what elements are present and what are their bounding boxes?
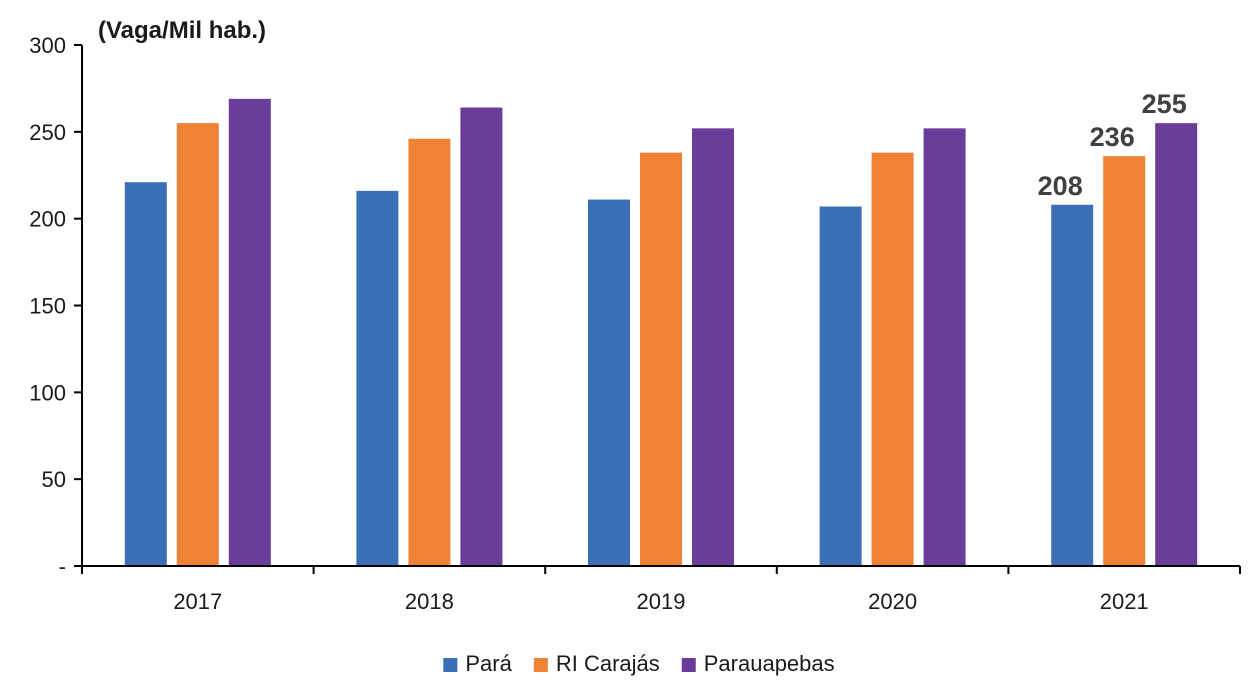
x-tick-label: 2019: [637, 589, 686, 614]
y-tick-label: 50: [42, 467, 66, 492]
y-axis-unit-label: (Vaga/Mil hab.): [98, 17, 266, 44]
y-tick-label: 300: [29, 33, 66, 58]
legend-label: Pará: [465, 651, 512, 676]
x-tick-label: 2020: [868, 589, 917, 614]
x-tick-label: 2017: [173, 589, 222, 614]
bar-ri-caraj-s-2018: [408, 138, 451, 566]
bar-ri-caraj-s-2020: [871, 152, 914, 566]
data-label-ri-caraj-s-2021: 236: [1090, 122, 1135, 152]
bar-parauapebas-2021: [1155, 123, 1198, 567]
bar-parauapebas-2019: [692, 128, 734, 567]
y-tick-label: 150: [29, 294, 66, 319]
legend-swatch: [533, 658, 548, 672]
legend-item-ri-caraj-s: RI Carajás: [533, 651, 660, 676]
data-label-par--2021: 208: [1038, 171, 1083, 201]
legend-label: RI Carajás: [556, 651, 660, 676]
bar-par--2017: [124, 182, 167, 567]
data-label-parauapebas-2021: 255: [1142, 89, 1187, 119]
legend-swatch: [681, 658, 696, 672]
bars-group: [124, 98, 1198, 567]
bar-ri-caraj-s-2021: [1103, 156, 1146, 566]
bar-par--2019: [588, 199, 630, 566]
bar-parauapebas-2018: [460, 107, 503, 567]
axes-group: - 50 100 150 200 250 300 2017 2018 2019 2020 2021: [29, 33, 1241, 614]
y-tick-label: -: [59, 554, 66, 579]
bar-ri-caraj-s-2017: [176, 123, 219, 567]
bar-par--2020: [819, 206, 862, 566]
legend: Pará RI Carajás Parauapebas: [443, 651, 835, 676]
bar-par--2018: [356, 190, 399, 566]
bar-parauapebas-2020: [923, 128, 966, 567]
y-tick-label: 100: [29, 380, 66, 405]
legend-label: Parauapebas: [704, 651, 835, 676]
x-tick-label: 2018: [405, 589, 454, 614]
bar-ri-caraj-s-2019: [640, 152, 682, 566]
x-tick-label: 2021: [1100, 589, 1149, 614]
legend-item-parauapebas: Parauapebas: [681, 651, 835, 676]
legend-swatch: [443, 658, 458, 672]
y-tick-label: 250: [29, 120, 66, 145]
legend-item-par-: Pará: [443, 651, 513, 676]
y-tick-label: 200: [29, 207, 66, 232]
bar-parauapebas-2017: [228, 98, 271, 566]
bar-par--2021: [1051, 204, 1094, 567]
